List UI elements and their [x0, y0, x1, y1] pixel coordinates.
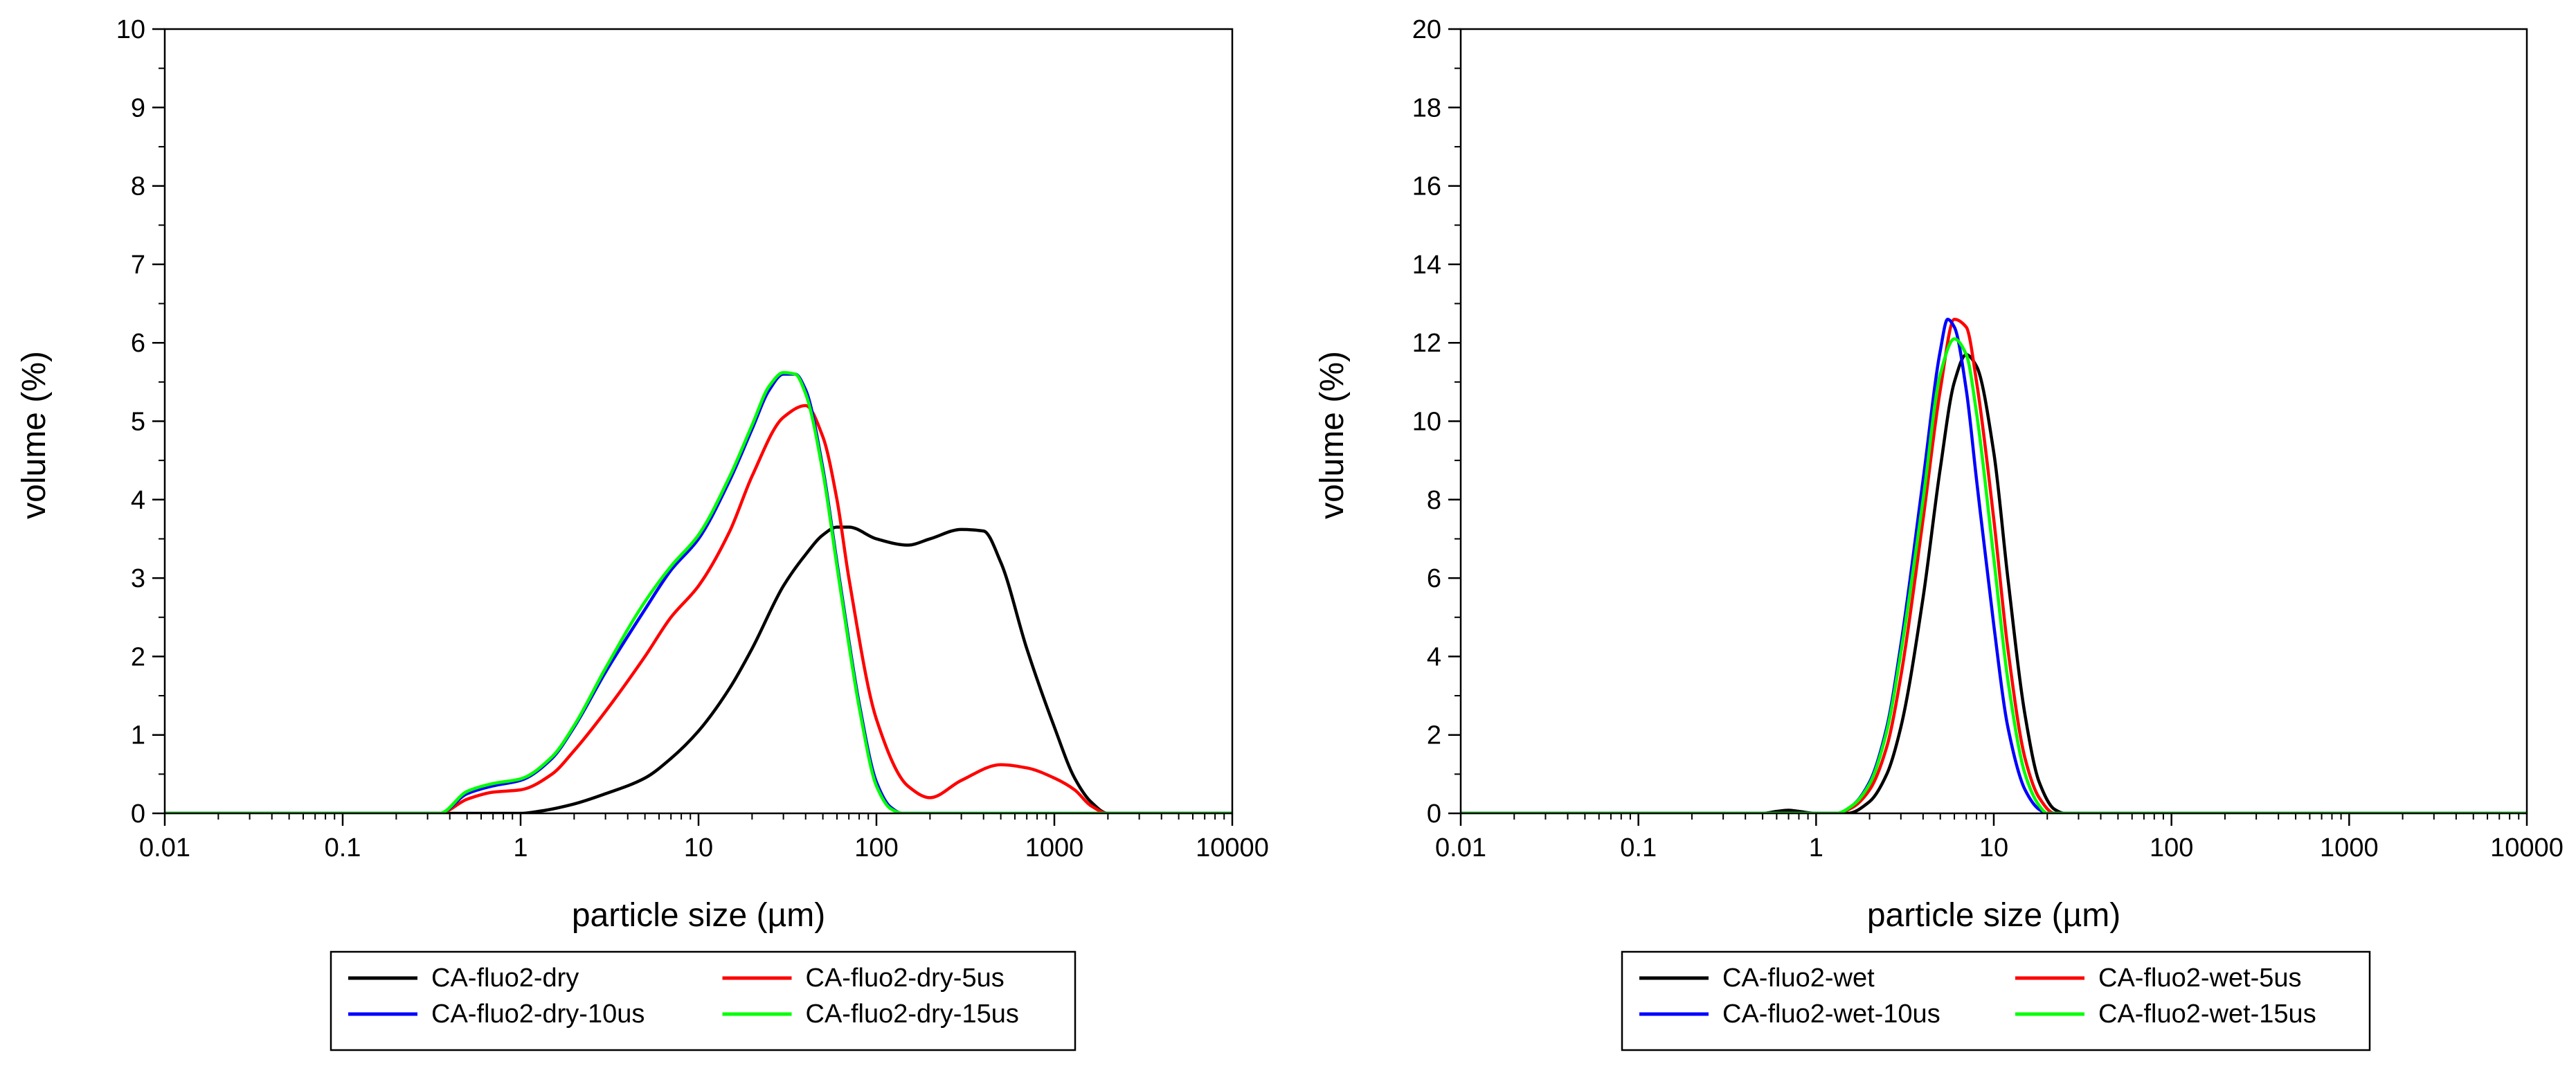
x-tick-label: 0.01 [1435, 833, 1486, 862]
legend: CA-fluo2-dry CA-fluo2-dry-5us CA-fluo2-dry… [330, 950, 1077, 1051]
y-tick-label: 5 [131, 408, 145, 437]
x-axis-label: particle size (µm) [572, 897, 825, 934]
y-tick-label: 4 [131, 486, 145, 515]
legend-label-CA-fluo2-wet-10us: CA-fluo2-wet-10us [1722, 1000, 1940, 1029]
x-tick-label: 1000 [1025, 833, 1084, 862]
y-tick-label: 14 [1412, 251, 1441, 280]
plot-frame [163, 28, 1234, 815]
y-tick-label: 8 [131, 172, 145, 201]
legend-label-CA-fluo2-dry-5us: CA-fluo2-dry-5us [806, 964, 1005, 993]
x-tick-label: 100 [854, 833, 898, 862]
y-tick-label: 20 [1412, 15, 1441, 44]
y-tick-label: 3 [131, 564, 145, 593]
chart-panel-1: 0.01 0.1 1 10 100 1000 10000 0 1 2 3 4 5 6 7 8 9 10 partic… [16, 15, 1269, 1051]
y-tick-label: 0 [131, 800, 145, 829]
x-tick-label: 10000 [1196, 833, 1269, 862]
y-tick-label: 12 [1412, 329, 1441, 358]
y-tick-label: 6 [131, 329, 145, 358]
y-tick-label: 10 [116, 15, 145, 44]
y-tick-label: 16 [1412, 172, 1441, 201]
legend: CA-fluo2-wet CA-fluo2-wet-5us CA-fluo2-wet… [1621, 950, 2371, 1051]
legend-box [330, 950, 1077, 1051]
y-tick-label: 6 [1427, 564, 1441, 593]
y-tick-label: 1 [131, 721, 145, 750]
y-axis-label: volume (%) [16, 351, 53, 519]
y-tick-label: 8 [1427, 486, 1441, 515]
y-tick-label: 0 [1427, 800, 1441, 829]
series-line-CA-fluo2-dry-10us [165, 372, 1232, 813]
y-tick-label: 4 [1427, 642, 1441, 671]
x-tick-label: 100 [2150, 833, 2193, 862]
legend-label-CA-fluo2-dry-10us: CA-fluo2-dry-10us [431, 1000, 645, 1029]
x-tick-label: 10000 [2490, 833, 2564, 862]
y-tick-label: 7 [131, 251, 145, 280]
series-line-CA-fluo2-dry [165, 525, 1232, 813]
plot-frame [1459, 28, 2528, 815]
legend-label-CA-fluo2-wet-15us: CA-fluo2-wet-15us [2098, 1000, 2316, 1029]
x-tick-label: 1 [513, 833, 528, 862]
y-axis-label: volume (%) [1314, 351, 1351, 519]
x-tick-label: 0.1 [1620, 833, 1657, 862]
series-line-CA-fluo2-wet [1461, 352, 2527, 813]
legend-label-CA-fluo2-wet: CA-fluo2-wet [1722, 964, 1875, 993]
x-tick-label: 0.01 [139, 833, 190, 862]
legend-label-CA-fluo2-dry: CA-fluo2-dry [431, 964, 579, 993]
y-tick-label: 18 [1412, 93, 1441, 123]
series-line-CA-fluo2-dry-5us [165, 404, 1232, 813]
series-line-CA-fluo2-dry-15us [165, 371, 1232, 813]
series-line-CA-fluo2-wet-5us [1461, 317, 2527, 813]
x-tick-label: 1 [1809, 833, 1823, 862]
y-tick-label: 9 [131, 93, 145, 123]
x-tick-label: 10 [1979, 833, 2008, 862]
x-axis-label: particle size (µm) [1867, 897, 2120, 934]
legend-label-CA-fluo2-wet-5us: CA-fluo2-wet-5us [2098, 964, 2302, 993]
chart-panel-2: 0.01 0.1 1 10 100 1000 10000 0 2 4 6 8 10 12 14 16 18 20 p… [1314, 15, 2564, 1051]
y-tick-label: 10 [1412, 408, 1441, 437]
x-tick-label: 0.1 [325, 833, 361, 862]
series-line-CA-fluo2-wet-15us [1461, 337, 2527, 813]
x-tick-label: 1000 [2320, 833, 2379, 862]
y-tick-label: 2 [131, 642, 145, 671]
legend-box [1621, 950, 2371, 1051]
y-tick-label: 2 [1427, 721, 1441, 750]
x-tick-label: 10 [684, 833, 713, 862]
legend-label-CA-fluo2-dry-15us: CA-fluo2-dry-15us [806, 1000, 1019, 1029]
